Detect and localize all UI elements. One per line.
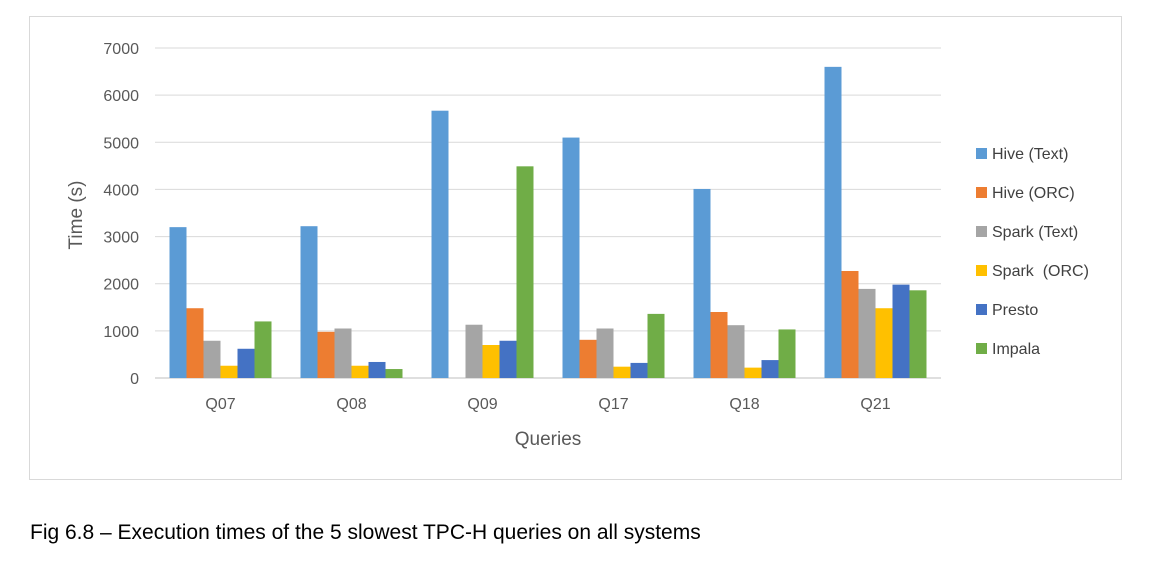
bar-q09-spark-orc [482,345,500,378]
bars [169,66,927,378]
bar-q07-spark-text [203,340,221,378]
y-tick-label: 5000 [103,135,139,152]
bar-q09-impala [516,166,534,378]
bar-q09-hive-text [431,110,449,378]
bar-q08-impala [385,369,403,378]
x-tick-label: Q21 [860,396,890,413]
bar-q17-hive-text [562,137,580,378]
bar-q21-impala [909,290,927,378]
bar-q07-spark-orc [220,365,238,378]
bar-q21-spark-orc [875,308,893,378]
bar-q17-presto [630,362,648,378]
bar-q08-hive-text [300,226,318,378]
bar-q09-spark-text [465,324,483,378]
x-tick-label: Q18 [729,396,759,413]
legend-label: Hive (Text) [992,146,1068,163]
legend-swatch [976,343,987,354]
chart-frame: 0 1000 2000 3000 4000 5000 6000 7000 Q07 Q08 Q09 Q… [29,16,1122,480]
bar-q21-hive-orc [841,270,859,378]
bar-q18-spark-text [727,325,745,378]
bar-q17-hive-orc [579,339,597,378]
x-tick-label: Q17 [598,396,628,413]
bar-q21-hive-text [824,66,842,378]
bar-q18-impala [778,329,796,378]
y-tick-label: 2000 [103,277,139,294]
legend-label: Impala [992,341,1040,358]
bar-q07-impala [254,321,272,378]
legend-swatch [976,226,987,237]
bar-q18-hive-orc [710,312,728,378]
bar-q18-presto [761,360,779,378]
legend-label: Hive (ORC) [992,185,1075,202]
legend-label: Spark (ORC) [992,263,1089,280]
y-tick-label: 0 [130,371,139,388]
x-tick-label: Q09 [467,396,497,413]
y-tick-label: 7000 [103,41,139,58]
y-tick-label: 6000 [103,88,139,105]
bar-q07-hive-orc [186,308,204,378]
bar-q07-presto [237,348,255,378]
bar-q17-spark-text [596,328,614,378]
bar-q18-spark-orc [744,367,762,378]
y-tick-label: 4000 [103,182,139,199]
bar-q07-hive-text [169,227,187,378]
bar-q08-spark-orc [351,365,369,378]
gridlines [155,47,941,379]
y-axis-title: Time (s) [66,181,87,250]
legend-swatch [976,148,987,159]
y-tick-label: 1000 [103,324,139,341]
bar-q09-presto [499,340,517,378]
legend-swatch [976,265,987,276]
bar-q21-presto [892,284,910,378]
x-axis-ticks: Q07 Q08 Q09 Q17 Q18 Q21 [205,396,890,413]
bar-q08-presto [368,361,386,378]
bar-q17-impala [647,313,665,378]
figure-caption: Fig 6.8 – Execution times of the 5 slowe… [30,521,701,544]
legend-swatch [976,187,987,198]
y-axis-ticks: 0 1000 2000 3000 4000 5000 6000 7000 [103,41,139,388]
legend-swatch [976,304,987,315]
bar-q08-spark-text [334,328,352,378]
legend-label: Presto [992,302,1038,319]
x-tick-label: Q08 [336,396,366,413]
x-axis-title: Queries [515,429,582,450]
legend: Hive (Text) Hive (ORC) Spark (Text) Spark (… [976,146,1089,358]
bar-q17-spark-orc [613,366,631,378]
legend-label: Spark (Text) [992,224,1078,241]
bar-q18-hive-text [693,188,711,378]
bar-q08-hive-orc [317,331,335,378]
x-tick-label: Q07 [205,396,235,413]
bar-q21-spark-text [858,288,876,378]
y-tick-label: 3000 [103,230,139,247]
